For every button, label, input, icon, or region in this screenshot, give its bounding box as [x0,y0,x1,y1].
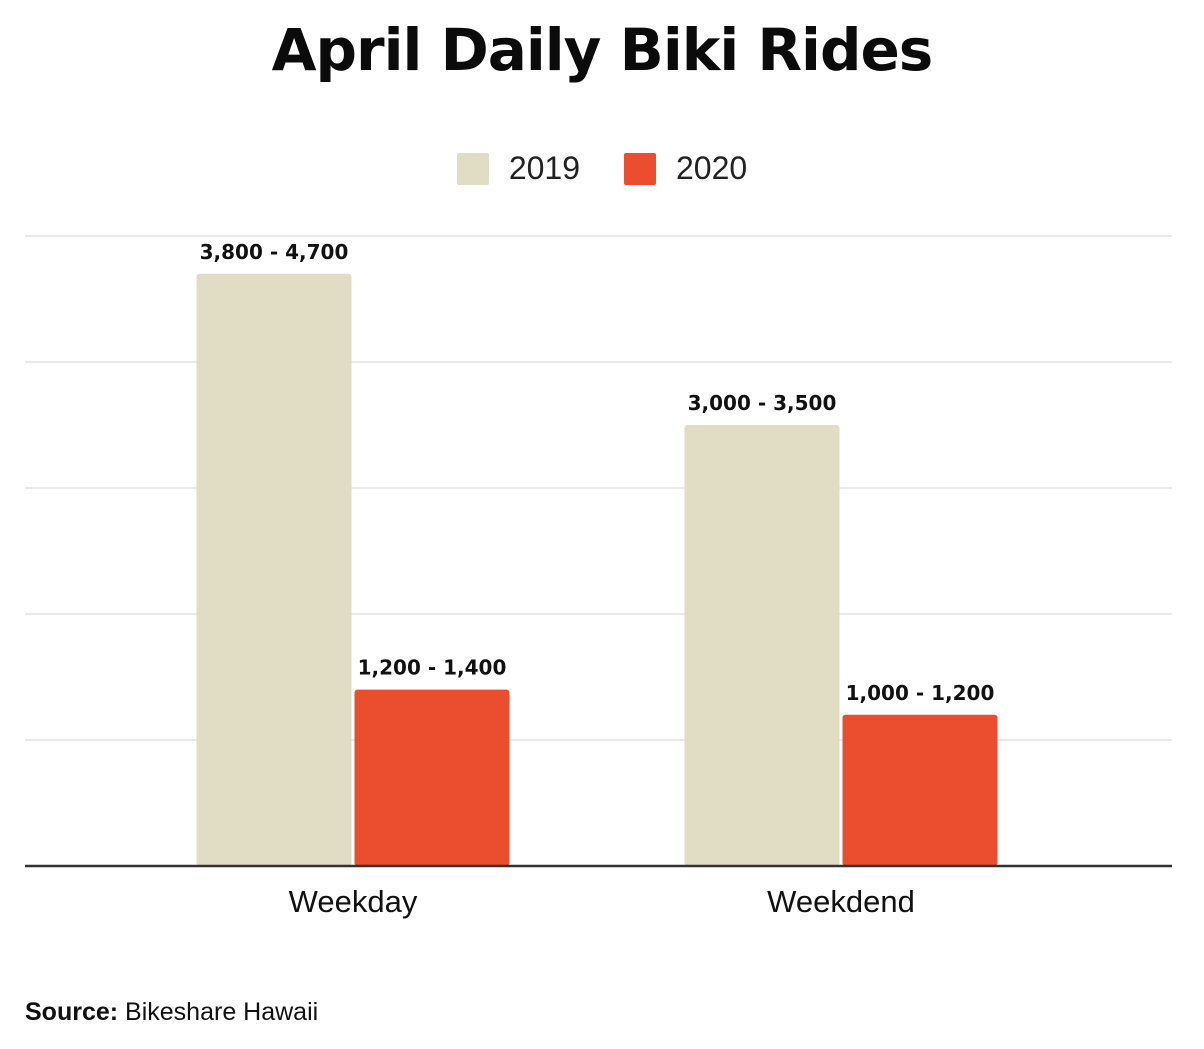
legend-item-2019: 2019 [456,150,580,187]
x-tick-label: Weekday [289,884,418,919]
bar-2019-weekdend [684,425,840,866]
data-label: 1,000 - 1,200 [846,681,995,705]
legend-item-2020: 2020 [624,150,747,187]
bar-2020-weekday [354,689,510,866]
data-label: 3,000 - 3,500 [688,391,837,415]
source-note: Source: Bikeshare Hawaii [25,998,318,1027]
legend-swatch-2020 [624,152,656,185]
bar-2020-weekdend [842,714,998,866]
legend: 2019 2020 [0,150,1204,187]
source-text: Bikeshare Hawaii [125,998,319,1026]
data-label: 1,200 - 1,400 [358,656,507,680]
source-prefix: Source: [25,998,119,1026]
x-tick-label: Weekdend [767,884,915,919]
data-label: 3,800 - 4,700 [200,240,349,264]
legend-swatch-2019 [456,152,489,185]
legend-label-2019: 2019 [508,150,580,186]
chart-title: April Daily Biki Rides [271,16,934,84]
bar-2019-weekday [196,273,352,866]
legend-label-2020: 2020 [676,150,748,186]
